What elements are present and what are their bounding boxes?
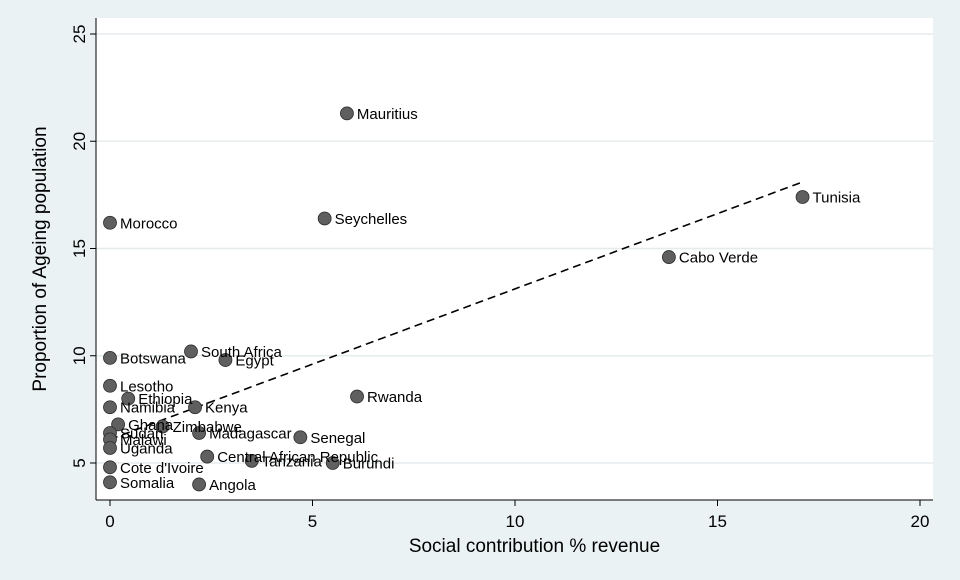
point-label-senegal: Senegal <box>310 430 365 447</box>
point-senegal <box>293 430 308 445</box>
y-tick-label-15: 15 <box>70 239 89 258</box>
x-axis-label: Social contribution % revenue <box>409 536 660 557</box>
point-morocco <box>103 215 117 230</box>
point-namibia <box>103 400 117 415</box>
y-tick-label-20: 20 <box>70 132 89 151</box>
point-seychelles <box>317 211 332 226</box>
point-angola <box>192 477 207 492</box>
point-label-central-african-republic: Central African Republic <box>217 449 378 466</box>
axes <box>90 18 933 506</box>
point-label-namibia: Namibia <box>120 400 176 417</box>
point-label-ethiopia: Ethiopia <box>138 391 193 408</box>
point-madagascar <box>192 426 207 440</box>
point-label-botswana: Botswana <box>120 350 187 367</box>
point-kenya <box>188 400 202 415</box>
point-label-burundi: Burundi <box>343 456 395 473</box>
point-cabo-verde <box>662 250 676 264</box>
point-label-rwanda: Rwanda <box>367 389 423 406</box>
point-label-cabo-verde: Cabo Verde <box>679 250 758 267</box>
point-label-sudan: Sudan <box>120 425 163 442</box>
point-lesotho <box>103 378 117 393</box>
point-label-mauritius: Mauritius <box>357 106 418 123</box>
y-tick-label-10: 10 <box>70 346 89 365</box>
point-uganda <box>103 441 117 455</box>
x-tick-label-5: 5 <box>308 512 317 531</box>
point-label-ghana: Ghana <box>128 417 174 434</box>
x-tick-label-0: 0 <box>105 512 114 531</box>
x-tick-label-20: 20 <box>911 512 930 531</box>
point-rwanda <box>350 389 364 404</box>
point-south-africa <box>184 344 198 359</box>
point-label-egypt: Egypt <box>235 353 274 370</box>
point-label-south-africa: South Africa <box>201 344 283 361</box>
data-points <box>103 106 810 492</box>
point-label-kenya: Kenya <box>205 400 248 417</box>
point-labels: Mauritius Tunisia Morocco Seychelles Cabo Ve… <box>120 106 861 494</box>
point-zimbabwe <box>155 419 170 434</box>
point-egypt <box>218 353 233 367</box>
point-mauritius <box>340 106 354 121</box>
gridlines <box>96 33 933 464</box>
point-central-african-republic <box>200 449 215 464</box>
tick-labels: 5 10 15 20 25 0 5 10 15 20 <box>70 25 930 531</box>
point-label-lesotho: Lesotho <box>120 378 173 395</box>
x-tick-label-15: 15 <box>708 512 727 531</box>
point-label-uganda: Uganda <box>120 440 173 457</box>
y-axis-label: Proportion of Ageing population <box>30 126 51 391</box>
point-somalia <box>103 475 117 490</box>
point-label-seychelles: Seychelles <box>335 211 408 228</box>
point-label-malawi: Malawi <box>120 432 167 449</box>
fit-line-group <box>109 181 803 441</box>
point-ghana <box>111 417 125 432</box>
point-label-zimbabwe: Zimbabwe <box>173 419 242 436</box>
point-label-cote-d-ivoire: Cote d'Ivoire <box>120 460 204 477</box>
point-tunisia <box>795 190 810 204</box>
point-label-tunisia: Tunisia <box>813 190 861 207</box>
y-tick-label-25: 25 <box>70 25 89 44</box>
fit-line <box>109 181 803 441</box>
point-label-tanzania: Tanzania <box>262 453 323 470</box>
point-ethiopia <box>121 391 136 406</box>
point-label-morocco: Morocco <box>120 215 178 232</box>
x-tick-label-10: 10 <box>506 512 525 531</box>
point-burundi <box>325 456 340 470</box>
point-label-somalia: Somalia <box>120 475 175 492</box>
point-cote-d-ivoire <box>103 460 117 475</box>
point-label-angola: Angola <box>209 477 256 494</box>
y-tick-label-5: 5 <box>70 458 89 467</box>
point-botswana <box>103 350 117 365</box>
plot-area <box>96 18 933 500</box>
point-tanzania <box>244 453 259 468</box>
point-label-madagascar: Madagascar <box>209 425 292 442</box>
